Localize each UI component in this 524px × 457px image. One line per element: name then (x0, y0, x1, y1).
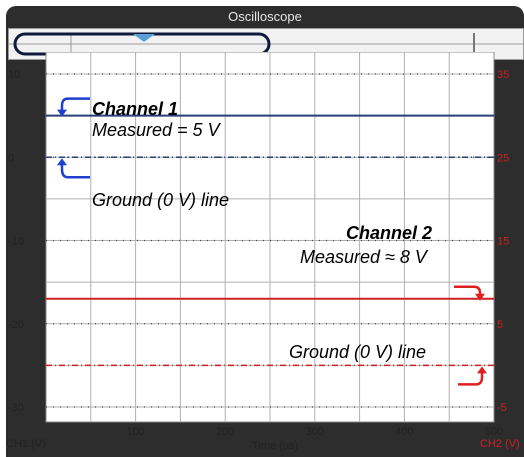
right-tick-label: 15 (497, 236, 509, 248)
ch2-annotation-title: Channel 2 (346, 223, 432, 244)
x-tick-label: 100 (126, 426, 144, 438)
right-axis-label: CH2 (V) (480, 438, 520, 450)
x-tick-label: 500 (485, 426, 503, 438)
ch1-annotation-ground: Ground (0 V) line (92, 190, 229, 211)
x-tick-label: 300 (306, 426, 324, 438)
ch1-annotation-measured: Measured = 5 V (92, 120, 220, 141)
ch1-annotation-title: Channel 1 (92, 99, 178, 120)
left-axis-label: CH1 (V) (6, 438, 46, 450)
plot-area: 100 200 300 400 500 10 0 -10 -20 -30 35 25 15 5 -5 Cha… (6, 52, 524, 457)
x-tick-label: 400 (395, 426, 413, 438)
right-tick-label: 25 (497, 152, 509, 164)
x-axis-label: Time (µs) (252, 440, 298, 452)
right-tick-label: 5 (497, 319, 503, 331)
left-tick-label: 10 (8, 69, 20, 81)
window-title: Oscilloscope (6, 6, 524, 28)
left-tick-label: 0 (8, 152, 14, 164)
left-tick-label: -10 (8, 236, 24, 248)
left-tick-label: -30 (8, 402, 24, 414)
timeline-position-marker (133, 34, 155, 42)
x-tick-label: 200 (216, 426, 234, 438)
right-tick-label: -5 (497, 402, 507, 414)
left-tick-label: -20 (8, 319, 24, 331)
ch2-annotation-measured: Measured ≈ 8 V (300, 247, 427, 268)
right-tick-label: 35 (497, 69, 509, 81)
ch2-annotation-ground: Ground (0 V) line (289, 342, 426, 363)
